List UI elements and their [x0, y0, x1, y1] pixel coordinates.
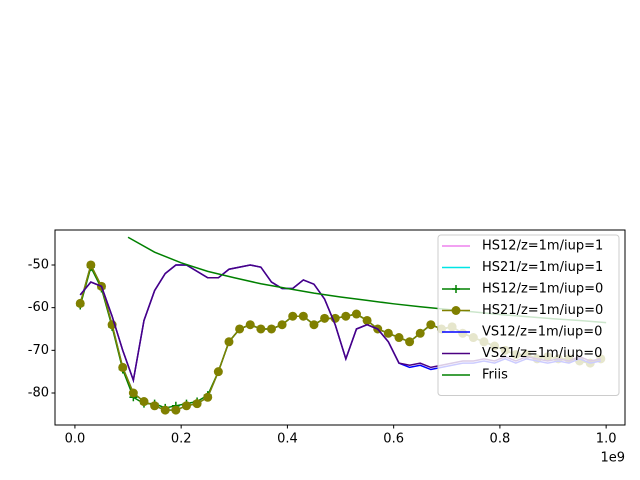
legend-label: Friis	[482, 368, 508, 383]
x-tick-label: 1.0	[596, 432, 617, 447]
marker	[160, 405, 170, 415]
marker	[405, 337, 415, 347]
marker	[426, 320, 436, 330]
marker	[235, 324, 245, 334]
marker	[118, 362, 128, 372]
legend-label: VS21/z=1m/iup=0	[482, 346, 602, 361]
marker	[139, 397, 149, 407]
legend-box	[437, 234, 620, 396]
marker	[203, 392, 213, 402]
legend-label: HS12/z=1m/iup=0	[482, 282, 603, 297]
x-tick-label: 0.4	[277, 432, 298, 447]
marker	[213, 367, 223, 377]
marker	[298, 311, 308, 321]
x-tick-label: 0.0	[65, 432, 86, 447]
x-tick-label: 0.6	[383, 432, 404, 447]
legend-marker	[451, 306, 461, 315]
marker	[394, 333, 404, 343]
y-tick-label: -60	[28, 300, 49, 315]
marker	[224, 337, 234, 347]
marker	[171, 405, 181, 415]
marker	[150, 401, 160, 411]
marker	[75, 298, 85, 308]
marker	[383, 328, 393, 338]
legend-label: HS21/z=1m/iup=0	[482, 303, 603, 318]
axes-frame	[54, 229, 626, 426]
x-offset-label: 1e9	[600, 451, 625, 466]
marker	[245, 320, 255, 330]
marker	[256, 324, 266, 334]
legend-marker	[452, 285, 460, 293]
marker	[362, 315, 372, 325]
legend-label: HS21/z=1m/iup=1	[482, 260, 603, 275]
marker	[86, 260, 96, 270]
marker	[181, 401, 191, 411]
legend-label: HS12/z=1m/iup=1	[482, 239, 603, 254]
marker	[277, 320, 287, 330]
marker	[309, 320, 319, 330]
y-tick-label: -50	[28, 257, 49, 272]
x-tick-label: 0.8	[490, 432, 511, 447]
marker	[192, 399, 202, 409]
marker	[341, 311, 351, 321]
marker	[128, 388, 138, 398]
marker	[351, 309, 361, 319]
marker	[320, 313, 330, 323]
marker	[288, 311, 298, 321]
y-tick-label: -70	[28, 343, 49, 358]
y-tick-label: -80	[28, 385, 49, 400]
marker	[266, 324, 276, 334]
x-tick-label: 0.2	[171, 432, 192, 447]
marker	[415, 328, 425, 338]
legend-label: VS12/z=1m/iup=0	[482, 325, 602, 340]
